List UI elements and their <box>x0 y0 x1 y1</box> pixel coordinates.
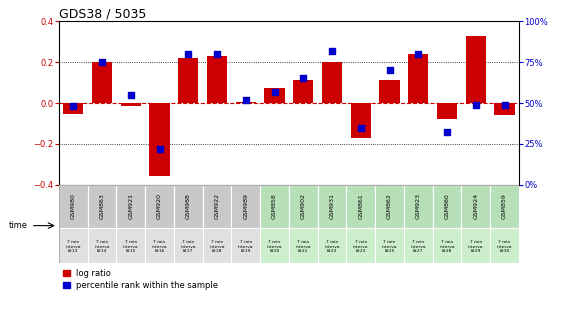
Bar <box>231 228 260 263</box>
Text: 7 min
interva
l#28: 7 min interva l#28 <box>439 240 455 253</box>
Bar <box>231 185 260 228</box>
Text: 7 min
interva
l#21: 7 min interva l#21 <box>296 240 311 253</box>
Bar <box>318 185 347 228</box>
Point <box>126 92 135 97</box>
Bar <box>63 103 84 114</box>
Point <box>299 76 308 81</box>
Text: 7 min
interva
l#23: 7 min interva l#23 <box>353 240 369 253</box>
Text: 7 min
interva
l#13: 7 min interva l#13 <box>66 240 81 253</box>
Bar <box>203 228 231 263</box>
Bar <box>174 185 203 228</box>
Bar <box>404 228 433 263</box>
Bar <box>88 185 117 228</box>
Text: GSM980: GSM980 <box>71 193 76 219</box>
Text: GSM861: GSM861 <box>358 194 364 219</box>
Text: GSM931: GSM931 <box>329 193 334 219</box>
Point <box>270 89 279 94</box>
Point <box>500 102 509 107</box>
Bar <box>351 103 371 138</box>
Bar <box>433 185 461 228</box>
Bar <box>260 228 289 263</box>
Bar <box>379 79 399 103</box>
Bar <box>117 185 145 228</box>
Bar <box>433 228 461 263</box>
Text: 7 min
interva
l#29: 7 min interva l#29 <box>468 240 484 253</box>
Text: GDS38 / 5035: GDS38 / 5035 <box>59 7 146 20</box>
Bar <box>236 102 256 103</box>
Bar <box>494 103 514 115</box>
Text: GSM920: GSM920 <box>157 193 162 219</box>
Text: GSM988: GSM988 <box>186 193 191 219</box>
Bar <box>178 58 199 103</box>
Bar <box>490 228 519 263</box>
Text: time: time <box>8 221 27 230</box>
Text: 7 min
interva
l#25: 7 min interva l#25 <box>382 240 397 253</box>
Text: GSM860: GSM860 <box>444 194 449 219</box>
Text: 7 min
interva
l#20: 7 min interva l#20 <box>267 240 282 253</box>
Bar <box>149 103 169 176</box>
Text: GSM989: GSM989 <box>243 193 249 219</box>
Bar <box>375 228 404 263</box>
Text: GSM922: GSM922 <box>214 193 219 219</box>
Text: GSM902: GSM902 <box>301 193 306 219</box>
Point <box>155 146 164 151</box>
Point <box>184 51 193 57</box>
Text: 7 min
interva
l#22: 7 min interva l#22 <box>324 240 340 253</box>
Text: 7 min
interva
l#30: 7 min interva l#30 <box>497 240 512 253</box>
Text: 7 min
interva
l#27: 7 min interva l#27 <box>411 240 426 253</box>
Bar <box>408 54 429 103</box>
Bar <box>404 185 433 228</box>
Bar <box>260 185 289 228</box>
Bar <box>293 79 314 103</box>
Text: GSM923: GSM923 <box>416 193 421 219</box>
Point <box>414 51 423 57</box>
Point <box>385 68 394 73</box>
Text: 7 min
interva
l#14: 7 min interva l#14 <box>94 240 110 253</box>
Point <box>471 102 480 107</box>
Bar <box>346 228 375 263</box>
Bar <box>346 185 375 228</box>
Text: GSM862: GSM862 <box>387 193 392 219</box>
Bar <box>437 103 457 119</box>
Text: GSM863: GSM863 <box>99 193 104 219</box>
Bar <box>203 185 231 228</box>
Text: 7 min
interva
l#16: 7 min interva l#16 <box>152 240 167 253</box>
Bar <box>174 228 203 263</box>
Point <box>98 60 107 65</box>
Bar <box>461 228 490 263</box>
Bar <box>92 62 112 103</box>
Text: 7 min
interva
l#19: 7 min interva l#19 <box>238 240 254 253</box>
Bar <box>264 88 284 103</box>
Text: 7 min
interva
l#18: 7 min interva l#18 <box>209 240 225 253</box>
Point <box>241 97 250 102</box>
Point <box>443 130 452 135</box>
Point <box>328 48 337 53</box>
Bar <box>88 228 117 263</box>
Text: GSM859: GSM859 <box>502 193 507 219</box>
Bar <box>490 185 519 228</box>
Bar <box>466 36 486 103</box>
Bar <box>289 228 318 263</box>
Bar <box>461 185 490 228</box>
Legend: log ratio, percentile rank within the sample: log ratio, percentile rank within the sa… <box>63 269 218 289</box>
Bar <box>289 185 318 228</box>
Bar <box>59 185 88 228</box>
Bar <box>322 62 342 103</box>
Bar <box>121 103 141 106</box>
Text: GSM921: GSM921 <box>128 193 134 219</box>
Bar <box>117 228 145 263</box>
Bar <box>375 185 404 228</box>
Point <box>356 125 365 130</box>
Point <box>213 51 222 57</box>
Bar <box>207 56 227 103</box>
Point <box>69 104 78 109</box>
Text: GSM924: GSM924 <box>473 193 479 219</box>
Bar <box>59 228 88 263</box>
Bar <box>145 228 174 263</box>
Text: GSM858: GSM858 <box>272 194 277 219</box>
Text: 7 min
interva
l#17: 7 min interva l#17 <box>181 240 196 253</box>
Bar <box>318 228 347 263</box>
Text: 7 min
interva
l#15: 7 min interva l#15 <box>123 240 139 253</box>
Bar <box>145 185 174 228</box>
